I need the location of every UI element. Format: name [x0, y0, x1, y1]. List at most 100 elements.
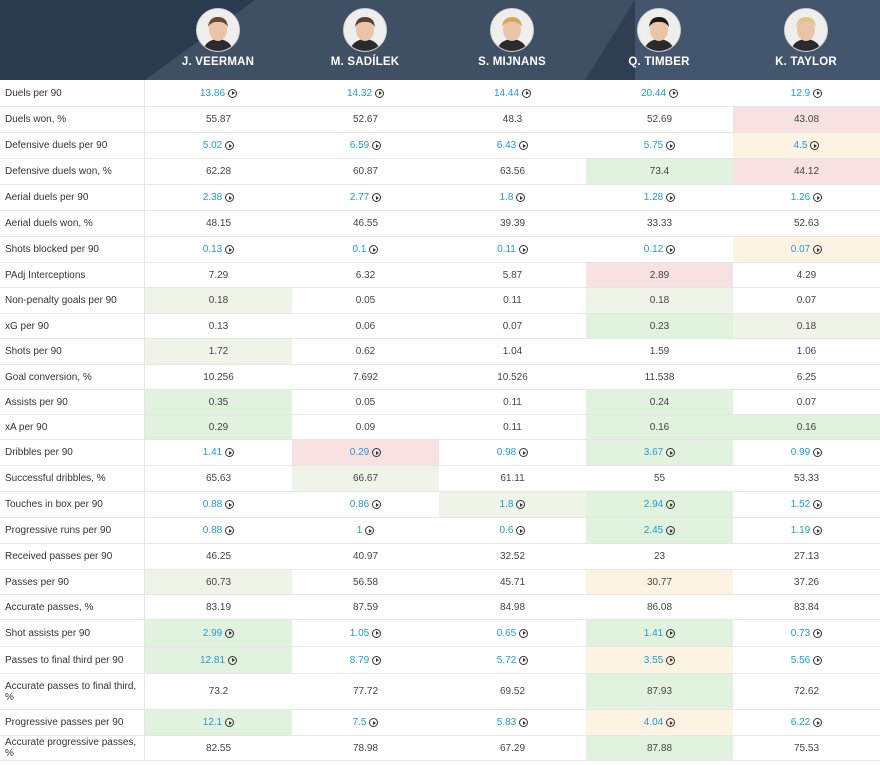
stat-cell[interactable]: 12.81 — [145, 647, 292, 673]
stat-cell[interactable]: 5.83 — [439, 710, 586, 735]
play-video-icon[interactable] — [372, 193, 382, 202]
stat-cell[interactable]: 0.73 — [733, 620, 880, 646]
stat-cell[interactable]: 5.75 — [586, 133, 733, 158]
stat-cell[interactable]: 4.5 — [733, 133, 880, 158]
stat-value[interactable]: 0.88 — [202, 525, 223, 536]
play-video-icon[interactable] — [813, 718, 823, 727]
play-video-icon[interactable] — [375, 88, 385, 98]
stat-cell[interactable]: 1 — [292, 518, 439, 543]
play-video-icon[interactable] — [225, 526, 235, 535]
stat-cell[interactable]: 14.44 — [439, 80, 586, 106]
stat-cell[interactable]: 8.79 — [292, 647, 439, 673]
stat-value[interactable]: 1.28 — [643, 192, 664, 203]
stat-cell[interactable]: 0.86 — [292, 492, 439, 517]
stat-value[interactable]: 0.65 — [496, 627, 517, 639]
stat-value[interactable]: 12.81 — [199, 654, 226, 666]
stat-value[interactable]: 5.72 — [496, 654, 517, 666]
play-video-icon[interactable] — [372, 655, 382, 665]
stat-value[interactable]: 1 — [356, 525, 363, 536]
stat-value[interactable]: 3.55 — [643, 654, 664, 666]
stat-value[interactable]: 3.67 — [643, 447, 664, 458]
stat-cell[interactable]: 0.13 — [145, 237, 292, 262]
play-video-icon[interactable] — [519, 448, 529, 457]
stat-value[interactable]: 6.43 — [496, 140, 517, 151]
stat-value[interactable]: 13.86 — [199, 87, 226, 99]
stat-cell[interactable]: 13.86 — [145, 80, 292, 106]
play-video-icon[interactable] — [813, 526, 823, 535]
stat-cell[interactable]: 12.1 — [145, 710, 292, 735]
play-video-icon[interactable] — [666, 500, 676, 509]
stat-value[interactable]: 20.44 — [640, 87, 667, 99]
player-column-header[interactable]: S. MIJNANS — [439, 0, 585, 80]
stat-cell[interactable]: 0.98 — [439, 440, 586, 465]
play-video-icon[interactable] — [666, 628, 676, 638]
stat-cell[interactable]: 0.12 — [586, 237, 733, 262]
play-video-icon[interactable] — [516, 500, 526, 509]
stat-cell[interactable]: 1.28 — [586, 185, 733, 210]
player-avatar-icon[interactable] — [490, 8, 534, 52]
stat-value[interactable]: 0.6 — [499, 525, 514, 536]
stat-cell[interactable]: 0.29 — [292, 440, 439, 465]
stat-value[interactable]: 1.41 — [643, 627, 664, 639]
play-video-icon[interactable] — [810, 141, 820, 150]
stat-value[interactable]: 1.19 — [790, 525, 811, 536]
stat-value[interactable]: 4.04 — [643, 717, 664, 728]
stat-value[interactable]: 14.32 — [346, 87, 373, 99]
play-video-icon[interactable] — [372, 141, 382, 150]
stat-value[interactable]: 0.13 — [202, 244, 223, 255]
player-name[interactable]: S. MIJNANS — [478, 56, 546, 68]
stat-value[interactable]: 0.99 — [790, 447, 811, 458]
play-video-icon[interactable] — [225, 628, 235, 638]
stat-value[interactable]: 2.99 — [202, 627, 223, 639]
play-video-icon[interactable] — [522, 88, 532, 98]
stat-value[interactable]: 0.29 — [349, 447, 370, 458]
stat-value[interactable]: 12.9 — [790, 87, 811, 99]
stat-value[interactable]: 4.5 — [793, 140, 808, 151]
play-video-icon[interactable] — [813, 628, 823, 638]
stat-cell[interactable]: 3.67 — [586, 440, 733, 465]
player-name[interactable]: K. TAYLOR — [775, 56, 837, 68]
stat-cell[interactable]: 4.04 — [586, 710, 733, 735]
play-video-icon[interactable] — [813, 88, 823, 98]
player-column-header[interactable]: Q. TIMBER — [586, 0, 732, 80]
player-avatar-icon[interactable] — [343, 8, 387, 52]
play-video-icon[interactable] — [228, 655, 238, 665]
player-avatar-icon[interactable] — [784, 8, 828, 52]
stat-cell[interactable]: 0.88 — [145, 492, 292, 517]
play-video-icon[interactable] — [519, 655, 529, 665]
stat-cell[interactable]: 1.8 — [439, 185, 586, 210]
play-video-icon[interactable] — [372, 448, 382, 457]
stat-value[interactable]: 1.8 — [499, 192, 514, 203]
stat-cell[interactable]: 7.5 — [292, 710, 439, 735]
play-video-icon[interactable] — [225, 448, 235, 457]
stat-cell[interactable]: 0.65 — [439, 620, 586, 646]
stat-cell[interactable]: 5.56 — [733, 647, 880, 673]
play-video-icon[interactable] — [225, 500, 235, 509]
stat-value[interactable]: 0.98 — [496, 447, 517, 458]
stat-cell[interactable]: 5.02 — [145, 133, 292, 158]
stat-cell[interactable]: 12.9 — [733, 80, 880, 106]
stat-cell[interactable]: 6.43 — [439, 133, 586, 158]
player-column-header[interactable]: J. VEERMAN — [145, 0, 291, 80]
stat-value[interactable]: 5.02 — [202, 140, 223, 151]
stat-cell[interactable]: 1.8 — [439, 492, 586, 517]
play-video-icon[interactable] — [666, 193, 676, 202]
stat-value[interactable]: 12.1 — [202, 717, 223, 728]
play-video-icon[interactable] — [666, 526, 676, 535]
stat-value[interactable]: 2.94 — [643, 499, 664, 510]
player-avatar-icon[interactable] — [637, 8, 681, 52]
stat-value[interactable]: 7.5 — [352, 717, 367, 728]
play-video-icon[interactable] — [813, 448, 823, 457]
play-video-icon[interactable] — [369, 718, 379, 727]
play-video-icon[interactable] — [516, 193, 526, 202]
play-video-icon[interactable] — [372, 500, 382, 509]
stat-cell[interactable]: 20.44 — [586, 80, 733, 106]
stat-value[interactable]: 1.8 — [499, 499, 514, 510]
player-column-header[interactable]: K. TAYLOR — [733, 0, 879, 80]
stat-value[interactable]: 1.26 — [790, 192, 811, 203]
play-video-icon[interactable] — [519, 718, 529, 727]
play-video-icon[interactable] — [225, 141, 235, 150]
play-video-icon[interactable] — [228, 88, 238, 98]
play-video-icon[interactable] — [813, 655, 823, 665]
play-video-icon[interactable] — [369, 245, 379, 254]
